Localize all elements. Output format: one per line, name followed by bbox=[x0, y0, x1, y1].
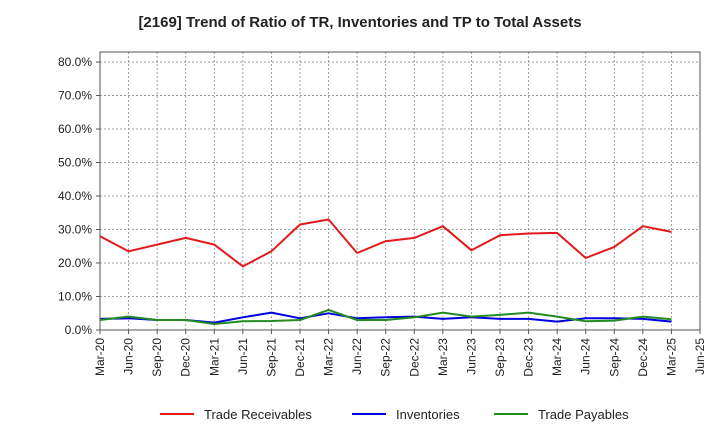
y-tick-label: 40.0% bbox=[58, 189, 92, 203]
x-tick-label: Sep-20 bbox=[150, 338, 164, 377]
chart-title: [2169] Trend of Ratio of TR, Inventories… bbox=[138, 14, 582, 31]
series-line-trade-receivables bbox=[99, 218, 672, 268]
y-tick-label: 80.0% bbox=[58, 55, 92, 69]
grid-lines bbox=[99, 52, 701, 331]
y-tick-label: 10.0% bbox=[58, 290, 92, 304]
y-tick-label: 30.0% bbox=[58, 223, 92, 237]
series-lines bbox=[99, 218, 672, 325]
x-tick-label: Sep-24 bbox=[607, 338, 621, 377]
x-tick-label: Dec-20 bbox=[179, 338, 193, 377]
legend: Trade Receivables Inventories Trade Payabl… bbox=[160, 407, 629, 422]
legend-label-trade-payables: Trade Payables bbox=[538, 407, 629, 422]
x-tick-label: Jun-22 bbox=[350, 338, 364, 375]
x-tick-label: Dec-21 bbox=[293, 338, 307, 377]
x-tick-label: Sep-21 bbox=[264, 338, 278, 377]
x-tick-label: Mar-23 bbox=[436, 338, 450, 376]
x-tick-label: Jun-23 bbox=[464, 338, 478, 375]
x-tick-label: Dec-23 bbox=[522, 338, 536, 377]
x-tick-label: Jun-20 bbox=[122, 338, 136, 375]
plot-area-frame bbox=[99, 51, 701, 331]
x-tick-label: Dec-22 bbox=[407, 338, 421, 377]
x-tick-label: Jun-21 bbox=[236, 338, 250, 375]
x-tick-label: Sep-22 bbox=[379, 338, 393, 377]
x-tick-label: Dec-24 bbox=[636, 338, 650, 377]
y-tick-label: 70.0% bbox=[58, 89, 92, 103]
x-tick-label: Mar-25 bbox=[664, 338, 678, 376]
legend-label-inventories: Inventories bbox=[396, 407, 460, 422]
series-line-trade-payables bbox=[99, 308, 672, 325]
y-tick-label: 50.0% bbox=[58, 156, 92, 170]
x-tick-label: Mar-24 bbox=[550, 338, 564, 376]
x-tick-label: Sep-23 bbox=[493, 338, 507, 377]
legend-label-trade-receivables: Trade Receivables bbox=[204, 407, 312, 422]
x-tick-label: Mar-21 bbox=[207, 338, 221, 376]
x-tick-label: Mar-22 bbox=[322, 338, 336, 376]
y-tick-label: 60.0% bbox=[58, 122, 92, 136]
y-axis-ticks: 0.0% 10.0% 20.0% 30.0% 40.0% 50.0% 60.0% 70.0% 8… bbox=[58, 55, 100, 337]
y-tick-label: 0.0% bbox=[65, 323, 93, 337]
x-axis-ticks: Mar-20 Jun-20 Sep-20 Dec-20 Mar-21 Jun-21 Sep-… bbox=[93, 330, 707, 377]
x-tick-label: Jun-24 bbox=[579, 338, 593, 375]
x-tick-label: Jun-25 bbox=[693, 338, 707, 375]
y-tick-label: 20.0% bbox=[58, 256, 92, 270]
x-tick-label: Mar-20 bbox=[93, 338, 107, 376]
